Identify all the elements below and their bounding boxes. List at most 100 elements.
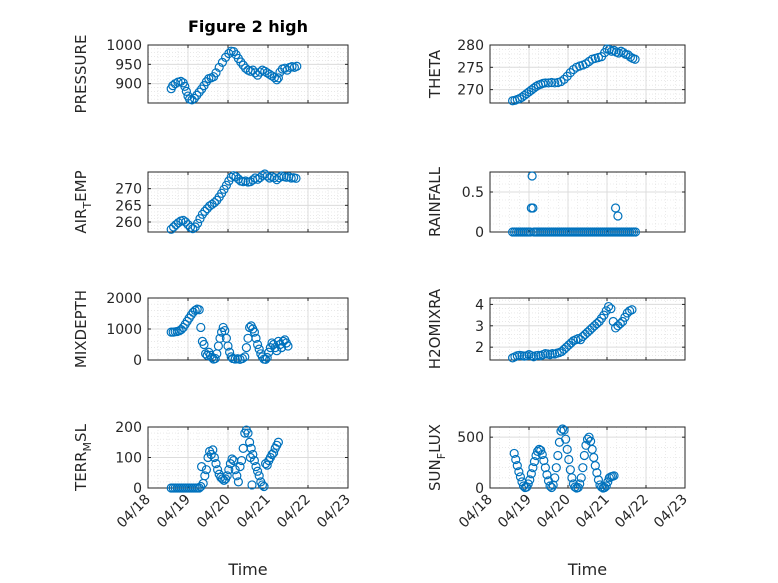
data-point: [254, 344, 264, 354]
data-point: [567, 473, 577, 483]
y-axis-label: H2OMIXRA: [426, 288, 444, 369]
x-axis-label: Time: [567, 560, 607, 579]
data-point: [609, 45, 619, 55]
figure-title: Figure 2 high: [188, 17, 308, 36]
data-point: [559, 425, 569, 435]
data-point: [627, 305, 637, 315]
y-tick-label: 2: [475, 340, 484, 356]
data-point: [610, 203, 621, 213]
data-point: [194, 87, 204, 97]
data-point: [216, 472, 226, 482]
data-point: [224, 465, 234, 475]
data-point: [514, 467, 524, 477]
data-point: [609, 471, 619, 481]
data-point: [509, 448, 519, 459]
data-point: [590, 461, 600, 471]
data-point: [527, 171, 537, 181]
data-point: [217, 57, 227, 68]
data-point: [603, 477, 613, 487]
y-tick-label: 0: [133, 353, 142, 369]
data-point: [199, 339, 209, 350]
data-point: [616, 46, 626, 56]
y-axis-label: THETA: [426, 49, 444, 99]
data-point: [197, 209, 207, 219]
data-point: [525, 475, 535, 485]
data-point: [511, 454, 521, 465]
data-point: [240, 352, 250, 362]
data-point: [601, 481, 611, 491]
data-point: [596, 482, 607, 492]
data-point: [215, 333, 225, 343]
data-point: [614, 48, 624, 58]
data-point: [579, 450, 589, 461]
data-point: [211, 68, 221, 78]
data-point: [272, 75, 282, 85]
y-tick-label: 2000: [106, 291, 142, 307]
data-point: [529, 456, 540, 467]
data-point: [536, 445, 546, 455]
data-point: [630, 54, 640, 64]
data-point: [603, 301, 614, 312]
data-point: [224, 48, 234, 59]
data-point: [553, 450, 563, 461]
data-point: [515, 93, 525, 104]
data-point: [257, 480, 267, 490]
data-point: [600, 482, 610, 493]
data-point: [262, 352, 272, 363]
data-point: [269, 72, 279, 83]
y-tick-label: 275: [457, 60, 484, 76]
data-point: [232, 471, 242, 481]
data-point: [534, 444, 544, 454]
data-point: [181, 86, 191, 97]
data-point: [253, 466, 263, 476]
data-point: [245, 452, 255, 463]
y-tick-label: 270: [115, 182, 142, 198]
y-tick-label: 500: [457, 430, 484, 446]
data-point: [230, 465, 240, 475]
subplot-h2omixra: 2 3 4 H2OMIXRA: [426, 288, 686, 369]
data-point: [261, 459, 271, 469]
data-point: [200, 471, 210, 481]
data-point: [249, 327, 259, 337]
data-point: [253, 70, 263, 80]
data-point: [262, 68, 272, 78]
y-tick-label: 900: [115, 77, 142, 93]
data-point: [193, 218, 203, 228]
data-point: [523, 479, 533, 489]
data-point: [209, 452, 219, 463]
y-tick-label: 1000: [106, 38, 142, 54]
data-point: [181, 217, 191, 227]
data-point: [237, 455, 247, 466]
data-point: [613, 211, 623, 221]
data-point: [564, 454, 574, 465]
axes-box: [489, 171, 686, 233]
data-point: [615, 319, 625, 329]
y-tick-label: 0: [475, 481, 484, 497]
data-point: [576, 473, 586, 483]
y-axis-label: AIRTEMP: [72, 170, 94, 233]
data-point: [566, 338, 576, 348]
data-point: [253, 339, 263, 350]
y-tick-label: 0.5: [462, 185, 484, 201]
data-point: [575, 479, 585, 489]
data-point: [269, 448, 279, 458]
data-point: [259, 481, 269, 492]
data-point: [543, 78, 554, 88]
data-point: [540, 78, 550, 88]
data-point: [283, 341, 293, 351]
y-axis-label: TERRMSL: [72, 423, 94, 492]
x-axis-label: Time: [227, 560, 267, 579]
y-tick-label: 100: [115, 451, 142, 467]
data-point: [223, 341, 233, 351]
data-point: [188, 224, 198, 234]
data-point: [214, 62, 224, 73]
data-point: [578, 463, 588, 473]
data-point: [196, 322, 206, 333]
data-point: [236, 57, 246, 67]
y-tick-label: 270: [457, 83, 484, 99]
data-point: [265, 69, 275, 79]
data-point: [246, 443, 256, 453]
